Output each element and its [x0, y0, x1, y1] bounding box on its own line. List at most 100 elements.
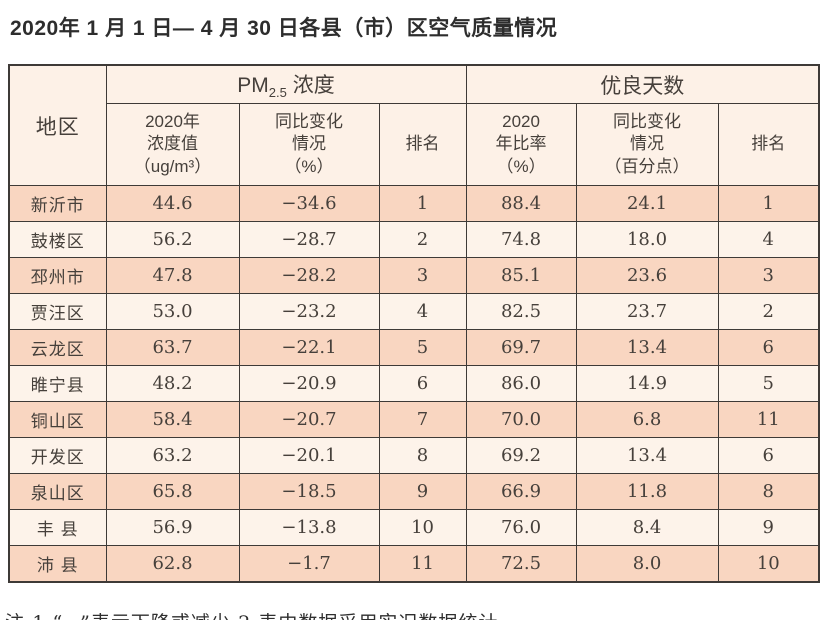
pm-change-cell: −20.1	[238, 437, 380, 474]
good-change-cell: 23.7	[575, 293, 719, 330]
table-row: 鼓楼区 56.2 −28.7 2 74.8 18.0 4	[8, 221, 820, 258]
good-change-cell: 23.6	[575, 257, 719, 294]
good-rate-cell: 82.5	[465, 293, 577, 330]
good-rank-cell: 6	[717, 329, 820, 366]
good-change-cell: 8.4	[575, 509, 719, 546]
pm-change-cell: −1.7	[238, 545, 380, 583]
region-cell: 丰 县	[8, 509, 107, 546]
header-good-rank: 排名	[717, 103, 820, 186]
page: 2020年 1 月 1 日— 4 月 30 日各县（市）区空气质量情况 地区 P…	[0, 12, 825, 620]
table-row: 睢宁县 48.2 −20.9 6 86.0 14.9 5	[8, 365, 820, 402]
pm-change-cell: −20.9	[238, 365, 380, 402]
table-row: 新沂市 44.6 −34.6 1 88.4 24.1 1	[8, 185, 820, 222]
header-group-row: 地区 PM2.5 浓度 优良天数	[8, 64, 820, 186]
pm-change-cell: −20.7	[238, 401, 380, 438]
pm-rank-cell: 7	[378, 401, 467, 438]
good-rate-cell: 69.7	[465, 329, 577, 366]
good-rate-cell: 72.5	[465, 545, 577, 583]
header-sub-row: 2020年 浓度值 （ug/m³） 同比变化 情况 （%） 排名 2020 年比…	[9, 103, 820, 186]
good-change-cell: 13.4	[575, 329, 719, 366]
good-rank-cell: 6	[717, 437, 820, 474]
header-good-days-group: 优良天数	[465, 64, 820, 104]
good-rank-cell: 5	[717, 365, 820, 402]
table-row: 开发区 63.2 −20.1 8 69.2 13.4 6	[8, 437, 820, 474]
table-header: 地区 PM2.5 浓度 优良天数 2020年 浓度值 （ug/m³） 同比变化 …	[8, 64, 820, 186]
pm-value-cell: 44.6	[105, 185, 240, 222]
region-cell: 邳州市	[8, 257, 107, 294]
table-row: 铜山区 58.4 −20.7 7 70.0 6.8 11	[8, 401, 820, 438]
pm-value-cell: 63.7	[105, 329, 240, 366]
pm-rank-cell: 11	[378, 545, 467, 583]
region-cell: 云龙区	[8, 329, 107, 366]
good-change-cell: 18.0	[575, 221, 719, 258]
good-rate-cell: 86.0	[465, 365, 577, 402]
table-row: 贾汪区 53.0 −23.2 4 82.5 23.7 2	[8, 293, 820, 330]
pm-value-cell: 56.2	[105, 221, 240, 258]
good-rate-cell: 70.0	[465, 401, 577, 438]
pm-rank-cell: 9	[378, 473, 467, 510]
good-rank-cell: 3	[717, 257, 820, 294]
good-rate-cell: 88.4	[465, 185, 577, 222]
header-good-rate: 2020 年比率 （%）	[465, 103, 577, 186]
header-pm-change: 同比变化 情况 （%）	[238, 103, 380, 186]
pm-change-cell: −28.7	[238, 221, 380, 258]
good-change-cell: 11.8	[575, 473, 719, 510]
good-change-cell: 13.4	[575, 437, 719, 474]
good-rank-cell: 8	[717, 473, 820, 510]
good-rank-cell: 11	[717, 401, 820, 438]
good-change-cell: 24.1	[575, 185, 719, 222]
good-rate-cell: 74.8	[465, 221, 577, 258]
pm-change-cell: −28.2	[238, 257, 380, 294]
good-rank-cell: 2	[717, 293, 820, 330]
pm-value-cell: 47.8	[105, 257, 240, 294]
header-good-change: 同比变化 情况 （百分点）	[575, 103, 719, 186]
pm-rank-cell: 5	[378, 329, 467, 366]
good-change-cell: 6.8	[575, 401, 719, 438]
pm-rank-cell: 3	[378, 257, 467, 294]
pm-value-cell: 63.2	[105, 437, 240, 474]
pm-change-cell: −34.6	[238, 185, 380, 222]
pm-value-cell: 65.8	[105, 473, 240, 510]
table-row: 泉山区 65.8 −18.5 9 66.9 11.8 8	[8, 473, 820, 510]
region-cell: 泉山区	[8, 473, 107, 510]
table-row: 丰 县 56.9 −13.8 10 76.0 8.4 9	[8, 509, 820, 546]
pm-change-cell: −22.1	[238, 329, 380, 366]
region-cell: 新沂市	[8, 185, 107, 222]
pm-rank-cell: 6	[378, 365, 467, 402]
table-body: 新沂市 44.6 −34.6 1 88.4 24.1 1 鼓楼区 56.2 −28.7 2 74.8 1…	[8, 185, 820, 583]
pm-value-cell: 58.4	[105, 401, 240, 438]
header-pm-concentration: 2020年 浓度值 （ug/m³）	[105, 103, 240, 186]
pm25-prefix: PM	[237, 73, 269, 97]
good-rate-cell: 85.1	[465, 257, 577, 294]
pm-value-cell: 53.0	[105, 293, 240, 330]
header-pm25-group: PM2.5 浓度	[105, 64, 467, 104]
footnote: 注:1.“−”表示下降或减少;2.表中数据采用实况数据统计。	[5, 608, 825, 620]
good-rank-cell: 4	[717, 221, 820, 258]
header-region: 地区	[8, 64, 107, 186]
pm25-subscript: 2.5	[268, 85, 287, 101]
pm-value-cell: 62.8	[105, 545, 240, 583]
good-rate-cell: 76.0	[465, 509, 577, 546]
pm-change-cell: −13.8	[238, 509, 380, 546]
table-row: 邳州市 47.8 −28.2 3 85.1 23.6 3	[8, 257, 820, 294]
good-rank-cell: 9	[717, 509, 820, 546]
good-rank-cell: 1	[717, 185, 820, 222]
good-rate-cell: 69.2	[465, 437, 577, 474]
region-cell: 开发区	[8, 437, 107, 474]
good-rate-cell: 66.9	[465, 473, 577, 510]
region-cell: 睢宁县	[8, 365, 107, 402]
region-cell: 鼓楼区	[8, 221, 107, 258]
page-title: 2020年 1 月 1 日— 4 月 30 日各县（市）区空气质量情况	[10, 17, 558, 40]
region-cell: 铜山区	[8, 401, 107, 438]
pm25-suffix: 浓度	[286, 73, 335, 97]
air-quality-table: 地区 PM2.5 浓度 优良天数 2020年 浓度值 （ug/m³） 同比变化 …	[8, 64, 821, 583]
header-pm-rank: 排名	[378, 103, 467, 186]
good-change-cell: 8.0	[575, 545, 719, 583]
good-rank-cell: 10	[717, 545, 820, 583]
pm-rank-cell: 2	[378, 221, 467, 258]
pm-value-cell: 56.9	[105, 509, 240, 546]
pm-rank-cell: 8	[378, 437, 467, 474]
pm-change-cell: −18.5	[238, 473, 380, 510]
table-row: 云龙区 63.7 −22.1 5 69.7 13.4 6	[8, 329, 820, 366]
pm-rank-cell: 4	[378, 293, 467, 330]
